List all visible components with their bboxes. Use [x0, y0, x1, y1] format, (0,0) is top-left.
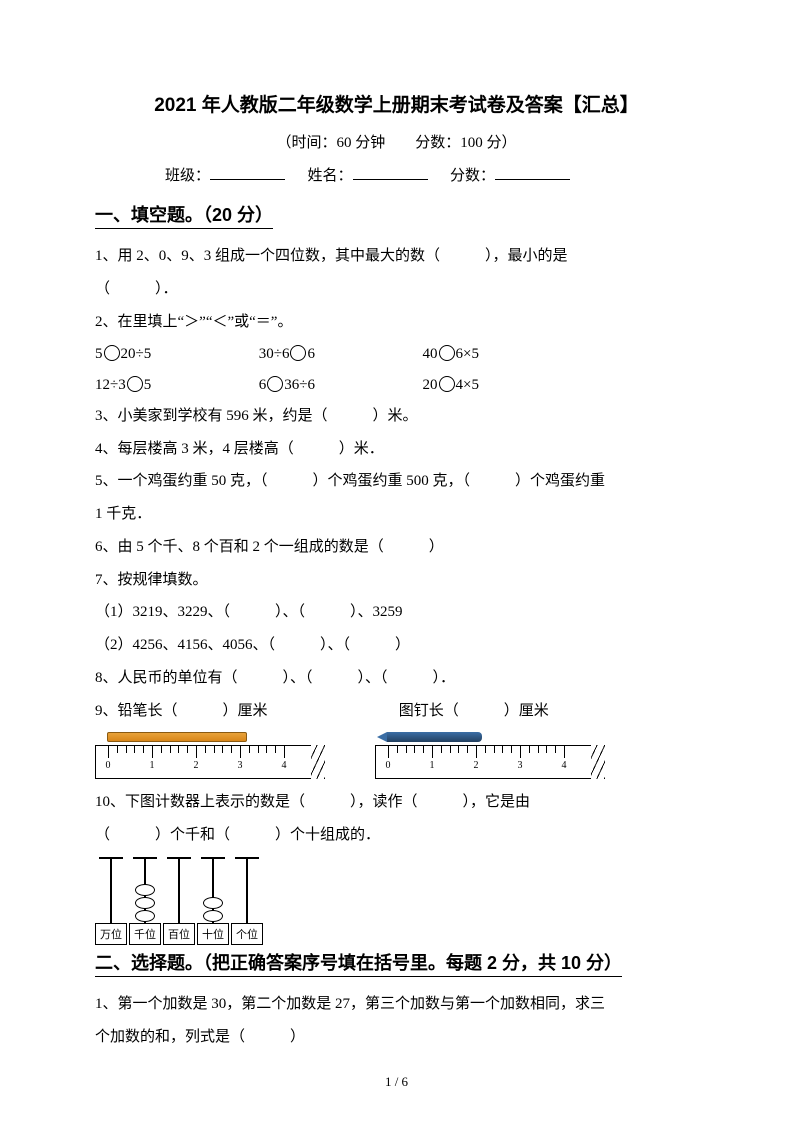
q8: 8、人民币的单位有（ ）、（ ）、（ ）． [95, 663, 698, 694]
q2r2c: 6 [259, 377, 267, 393]
abacus-label: 万位 [95, 923, 127, 945]
ruler-pencil-box: 01234 [95, 732, 325, 779]
q9b: 图钉长（ ）厘米 [399, 696, 549, 727]
compare-circle[interactable] [127, 376, 143, 392]
q5a: 5、一个鸡蛋约重 50 克，（ ）个鸡蛋约重 500 克，（ ）个鸡蛋约重 [95, 466, 698, 497]
abacus-col: 个位 [231, 857, 263, 945]
q2r2e: 20 [423, 377, 438, 393]
section1-heading: 一、填空题。（20 分） [95, 201, 273, 229]
abacus-label: 十位 [197, 923, 229, 945]
compare-circle[interactable] [290, 345, 306, 361]
pencil-icon [107, 732, 247, 742]
q2r1e: 40 [423, 346, 438, 362]
compare-circle[interactable] [104, 345, 120, 361]
abacus-label: 千位 [129, 923, 161, 945]
q2r1a: 5 [95, 346, 103, 362]
abacus-bead [135, 897, 155, 909]
section2-heading: 二、选择题。（把正确答案序号填在括号里。每题 2 分，共 10 分） [95, 949, 622, 977]
abacus-col: 千位 [129, 857, 161, 945]
q2: 2、在里填上“＞”“＜”或“＝”。 [95, 307, 698, 338]
q2r2a: 12÷3 [95, 377, 126, 393]
abacus-col: 万位 [95, 857, 127, 945]
q7: 7、按规律填数。 [95, 565, 698, 596]
q2-row1: 5 20÷5 30÷6 6 40 6×5 [95, 339, 698, 370]
q2r1b: 20÷5 [121, 346, 152, 362]
ruler-1: 01234 [95, 745, 325, 779]
compare-circle[interactable] [439, 345, 455, 361]
torn-edge-icon [591, 745, 605, 779]
score-blank[interactable] [495, 164, 570, 180]
abacus-label: 百位 [163, 923, 195, 945]
q2-row2: 12÷3 5 6 36÷6 20 4×5 [95, 370, 698, 401]
q5b: 1 千克． [95, 499, 698, 530]
exam-subtitle: （时间：60 分钟 分数：100 分） [95, 131, 698, 152]
torn-edge-icon [311, 745, 325, 779]
s2q1b: 个加数的和，列式是（ ） [95, 1022, 698, 1053]
abacus-col: 百位 [163, 857, 195, 945]
class-label: 班级： [165, 168, 210, 184]
q2r2b: 5 [144, 377, 152, 393]
q2r1d: 6 [307, 346, 315, 362]
score-label: 分数： [450, 168, 495, 184]
name-blank[interactable] [353, 164, 428, 180]
abacus-bead [203, 910, 223, 922]
q10a: 10、下图计数器上表示的数是（ ），读作（ ），它是由 [95, 787, 698, 818]
compare-circle[interactable] [267, 376, 283, 392]
pin-icon [387, 732, 482, 742]
q1-line2: （ ）． [95, 274, 698, 305]
q2r1c: 30÷6 [259, 346, 290, 362]
abacus-figure: 万位千位百位十位个位 [95, 857, 698, 945]
q3: 3、小美家到学校有 596 米，约是（ ）米。 [95, 401, 698, 432]
class-blank[interactable] [210, 164, 285, 180]
s2q1a: 1、第一个加数是 30，第二个加数是 27，第三个加数与第一个加数相同，求三 [95, 989, 698, 1020]
q2r2f: 4×5 [456, 377, 479, 393]
q1-line1: 1、用 2、0、9、3 组成一个四位数，其中最大的数（ ），最小的是 [95, 241, 698, 272]
name-label: 姓名： [308, 168, 353, 184]
abacus-bead [203, 897, 223, 909]
ruler-pin-box: 01234 [375, 732, 605, 779]
abacus-label: 个位 [231, 923, 263, 945]
exam-title: 2021 年人教版二年级数学上册期末考试卷及答案【汇总】 [95, 90, 698, 117]
q2r2d: 36÷6 [284, 377, 315, 393]
q9a: 9、铅笔长（ ）厘米 [95, 696, 395, 727]
q7b: （2）4256、4156、4056、（ ）、（ ） [95, 630, 698, 661]
ruler-2: 01234 [375, 745, 605, 779]
q6: 6、由 5 个千、8 个百和 2 个一组成的数是（ ） [95, 532, 698, 563]
page-number: 1 / 6 [0, 1074, 793, 1090]
compare-circle[interactable] [439, 376, 455, 392]
abacus-bead [135, 884, 155, 896]
info-line: 班级： 姓名： 分数： [95, 164, 698, 185]
q4: 4、每层楼高 3 米，4 层楼高（ ）米． [95, 434, 698, 465]
ruler-figures: 01234 01234 [95, 732, 698, 779]
abacus-col: 十位 [197, 857, 229, 945]
abacus-bead [135, 910, 155, 922]
q7a: （1）3219、3229、（ ）、（ ）、3259 [95, 597, 698, 628]
q9: 9、铅笔长（ ）厘米 图钉长（ ）厘米 [95, 696, 698, 727]
q10b: （ ）个千和（ ）个十组成的． [95, 820, 698, 851]
q2r1f: 6×5 [456, 346, 479, 362]
